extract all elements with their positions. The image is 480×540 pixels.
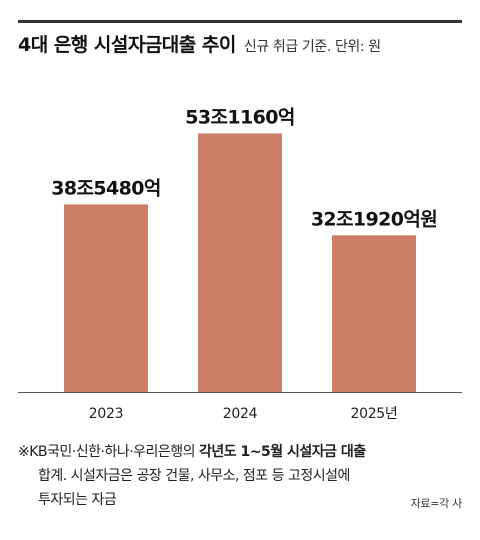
chart-subtitle: 신규 취급 기준. 단위: 원 [243, 39, 381, 55]
footnote-bold: 각년도 1~5월 시설자금 대출 [199, 444, 366, 460]
footnote-line3: 투자되는 자금 [38, 492, 117, 508]
bar-chart: 38조5480억 53조1160억 32조1920억원 2023 2024 2025년 [18, 107, 462, 422]
footnote-prefix: ※KB국민·신한·하나·우리은행의 [18, 444, 199, 460]
bar-2023 [64, 204, 148, 392]
title-row: 4대 은행 시설자금대출 추이 신규 취급 기준. 단위: 원 [18, 30, 462, 64]
source-label: 자료=각 사 [410, 497, 463, 510]
bar-2025년 [332, 235, 416, 392]
x-tick-label-2023: 2023 [89, 406, 123, 422]
footnote: ※KB국민·신한·하나·우리은행의 각년도 1~5월 시설자금 대출 합계. 시… [18, 440, 468, 512]
chart-title: 4대 은행 시설자금대출 추이 [18, 34, 236, 56]
bar-2024 [198, 133, 282, 392]
data-label-2024: 53조1160억 [185, 107, 294, 129]
x-tick-label-2024: 2024 [223, 406, 258, 422]
x-tick-label-2025년: 2025년 [350, 406, 397, 422]
top-rule [18, 20, 462, 23]
footnote-line2: 합계. 시설자금은 공장 건물, 사무소, 점포 등 고정시설에 [38, 468, 350, 484]
data-label-2025년: 32조1920억원 [311, 208, 437, 230]
data-label-2023: 38조5480억 [51, 177, 160, 199]
